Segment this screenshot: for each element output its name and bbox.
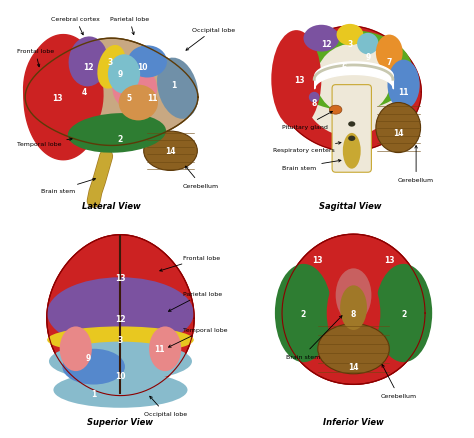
Text: Lateral View: Lateral View xyxy=(82,201,141,210)
Text: Brain stem: Brain stem xyxy=(41,179,95,194)
Text: 11: 11 xyxy=(398,88,409,97)
Text: Pituitary gland: Pituitary gland xyxy=(282,112,332,129)
Text: 11: 11 xyxy=(147,93,158,102)
Text: 14: 14 xyxy=(348,362,359,371)
Ellipse shape xyxy=(97,46,126,89)
Ellipse shape xyxy=(340,286,367,330)
Ellipse shape xyxy=(108,55,140,94)
Ellipse shape xyxy=(128,46,167,78)
Text: Parietal lobe: Parietal lobe xyxy=(110,17,149,35)
Text: Inferior View: Inferior View xyxy=(323,417,384,426)
Ellipse shape xyxy=(348,136,356,141)
Text: 3: 3 xyxy=(347,40,353,49)
Ellipse shape xyxy=(357,34,379,55)
Ellipse shape xyxy=(287,31,412,111)
Text: Temporal lobe: Temporal lobe xyxy=(17,139,72,147)
Ellipse shape xyxy=(112,67,157,111)
Text: Frontal lobe: Frontal lobe xyxy=(160,256,220,272)
Ellipse shape xyxy=(149,327,181,371)
Ellipse shape xyxy=(336,269,372,322)
Text: 4: 4 xyxy=(82,88,87,97)
Text: 12: 12 xyxy=(321,40,332,49)
Text: Frontal lobe: Frontal lobe xyxy=(17,49,54,67)
Ellipse shape xyxy=(375,264,432,362)
Ellipse shape xyxy=(69,37,108,87)
Text: Respiratory centers: Respiratory centers xyxy=(273,142,341,152)
Text: 13: 13 xyxy=(115,273,126,282)
Text: Occipital lobe: Occipital lobe xyxy=(186,28,235,51)
Polygon shape xyxy=(24,35,86,160)
Text: 13: 13 xyxy=(295,76,305,85)
Ellipse shape xyxy=(376,103,420,153)
Text: 10: 10 xyxy=(115,371,126,380)
Text: 14: 14 xyxy=(165,147,176,156)
Ellipse shape xyxy=(60,327,92,371)
Text: 13: 13 xyxy=(384,255,394,264)
Text: 6: 6 xyxy=(342,63,347,72)
Ellipse shape xyxy=(63,349,125,385)
Polygon shape xyxy=(25,39,198,146)
Text: 14: 14 xyxy=(393,129,403,138)
Ellipse shape xyxy=(54,372,188,408)
Ellipse shape xyxy=(337,25,364,46)
Text: Cerebellum: Cerebellum xyxy=(398,146,434,183)
Ellipse shape xyxy=(144,132,197,171)
Text: 1: 1 xyxy=(91,389,96,398)
Text: 8: 8 xyxy=(311,99,317,108)
Ellipse shape xyxy=(376,35,403,71)
Text: Temporal lobe: Temporal lobe xyxy=(168,327,228,347)
Text: 9: 9 xyxy=(365,53,371,61)
Ellipse shape xyxy=(329,106,342,115)
Text: 11: 11 xyxy=(155,345,165,353)
Text: 5: 5 xyxy=(127,93,132,102)
Ellipse shape xyxy=(47,327,194,353)
Ellipse shape xyxy=(49,342,192,381)
Text: Brain stem: Brain stem xyxy=(282,160,341,170)
Text: 8: 8 xyxy=(351,309,356,318)
Ellipse shape xyxy=(318,324,389,374)
Text: 2: 2 xyxy=(118,134,123,144)
Ellipse shape xyxy=(327,269,380,358)
Ellipse shape xyxy=(301,34,399,137)
Ellipse shape xyxy=(157,58,198,120)
Ellipse shape xyxy=(309,92,319,103)
Ellipse shape xyxy=(118,85,158,121)
Text: 2: 2 xyxy=(401,309,406,318)
Text: Cerebral cortex: Cerebral cortex xyxy=(51,17,100,36)
Text: Sagittal View: Sagittal View xyxy=(319,201,381,210)
Text: Occipital lobe: Occipital lobe xyxy=(144,396,187,416)
Polygon shape xyxy=(47,235,194,396)
Text: 9: 9 xyxy=(118,70,123,79)
Polygon shape xyxy=(279,27,421,152)
Text: 7: 7 xyxy=(387,58,392,67)
Text: 12: 12 xyxy=(83,63,93,72)
Text: Superior View: Superior View xyxy=(88,417,154,426)
Ellipse shape xyxy=(343,134,361,169)
Text: 9: 9 xyxy=(86,353,91,362)
Text: 12: 12 xyxy=(115,314,126,323)
Text: Cerebellum: Cerebellum xyxy=(183,167,219,188)
Ellipse shape xyxy=(275,264,332,362)
Text: Parietal lobe: Parietal lobe xyxy=(168,291,222,311)
Text: 13: 13 xyxy=(53,93,63,102)
Ellipse shape xyxy=(47,278,194,349)
Ellipse shape xyxy=(348,122,356,127)
FancyBboxPatch shape xyxy=(332,85,372,173)
Text: Brain stem: Brain stem xyxy=(286,316,342,359)
Text: 2: 2 xyxy=(301,309,306,318)
Ellipse shape xyxy=(316,44,391,116)
Ellipse shape xyxy=(271,31,321,129)
Text: 1: 1 xyxy=(172,81,177,90)
Ellipse shape xyxy=(68,114,166,153)
Text: 3: 3 xyxy=(107,58,112,67)
Text: 10: 10 xyxy=(137,63,147,72)
Text: 13: 13 xyxy=(312,255,323,264)
Ellipse shape xyxy=(388,60,419,110)
Text: Cerebellum: Cerebellum xyxy=(380,365,416,398)
Text: 3: 3 xyxy=(118,336,123,345)
Ellipse shape xyxy=(303,26,339,53)
Ellipse shape xyxy=(23,39,104,146)
Polygon shape xyxy=(282,235,425,385)
